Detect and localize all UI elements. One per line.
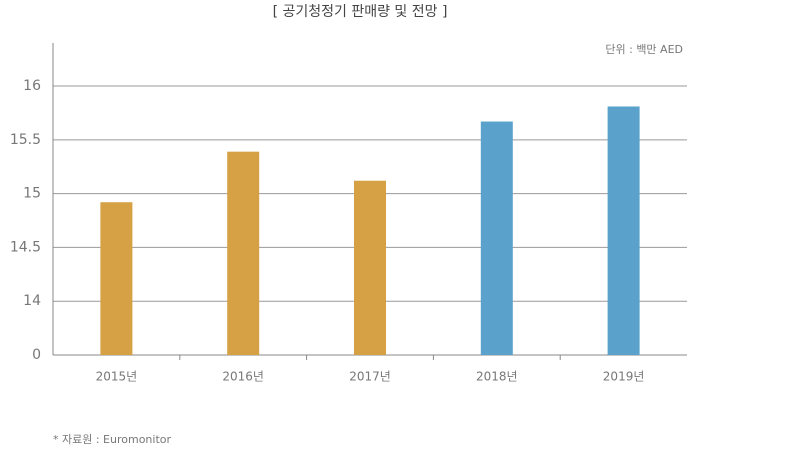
y-tick-label: 14 (23, 293, 41, 309)
bar (480, 121, 513, 355)
y-tick-label: 15 (23, 186, 41, 202)
bar (607, 106, 640, 355)
x-tick-label: 2016년 (222, 370, 264, 384)
bar (227, 151, 260, 355)
x-tick-label: 2015년 (96, 370, 138, 384)
bar (354, 180, 386, 355)
y-tick-label: 16 (23, 78, 41, 94)
chart-title: [ 공기청정기 판매량 및 전망 ] (273, 4, 448, 20)
y-tick-label: 0 (32, 347, 41, 363)
x-tick-label: 2017년 (349, 370, 391, 384)
unit-label: 단위 : 백만 AED (605, 43, 683, 56)
y-tick-label: 15.5 (10, 132, 41, 148)
bar (100, 202, 133, 355)
y-tick-label: 14.5 (10, 239, 41, 255)
x-tick-label: 2019년 (603, 370, 645, 384)
source-note: * 자료원 : Euromonitor (53, 433, 172, 446)
x-tick-label: 2018년 (476, 370, 518, 384)
